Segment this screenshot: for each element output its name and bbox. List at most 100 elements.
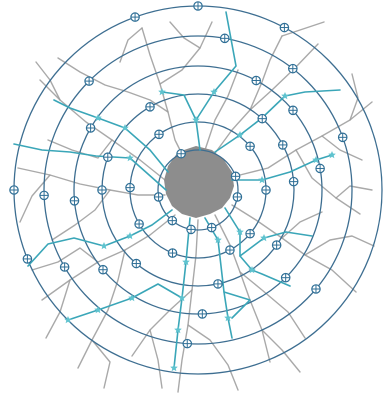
branch — [141, 27, 191, 171]
star-marker — [258, 176, 266, 184]
star-marker — [126, 232, 134, 240]
intersection-markers — [9, 1, 348, 349]
star-marker — [236, 228, 244, 236]
branch — [295, 149, 361, 215]
branch — [321, 135, 363, 161]
branch — [204, 69, 239, 151]
branch — [41, 214, 176, 301]
traced-path — [195, 11, 237, 121]
branch — [187, 324, 239, 391]
star-marker — [121, 124, 129, 132]
star-marker — [312, 156, 320, 164]
circle-cross-marker — [145, 102, 155, 112]
circle-cross-marker — [271, 240, 282, 250]
star-marker — [192, 116, 200, 124]
star-marker — [182, 258, 190, 266]
circle-cross-marker — [59, 262, 70, 272]
branch — [17, 167, 166, 196]
star-marker — [214, 236, 222, 244]
branch — [304, 235, 375, 256]
branch — [159, 21, 213, 85]
ring-1 — [157, 149, 239, 231]
traced-path — [214, 89, 341, 153]
circle-cross-marker — [167, 248, 178, 258]
branch — [169, 21, 201, 49]
star-marker — [178, 294, 186, 302]
circle-cross-marker — [125, 182, 135, 193]
traced-path — [13, 143, 167, 191]
branch — [214, 214, 271, 363]
traced-path — [231, 154, 333, 181]
star-marker — [210, 88, 218, 96]
star-marker — [94, 114, 102, 122]
circle-cross-marker — [288, 176, 299, 187]
circle-cross-marker — [9, 185, 19, 195]
soma-cell-body — [164, 146, 234, 218]
circle-cross-marker — [245, 141, 255, 152]
branch — [231, 204, 357, 293]
circle-cross-marker — [261, 185, 271, 195]
circle-cross-marker — [84, 76, 94, 86]
circle-cross-marker — [219, 33, 230, 44]
star-marker — [158, 88, 166, 96]
branch — [281, 21, 325, 37]
branch — [177, 219, 199, 393]
circle-cross-marker — [193, 1, 203, 11]
circle-cross-marker — [288, 105, 298, 116]
circle-cross-marker — [102, 152, 113, 162]
star-marker — [328, 151, 336, 159]
circle-cross-marker — [167, 215, 178, 226]
circle-cross-marker — [22, 254, 33, 264]
branch — [249, 35, 283, 111]
path-node-markers — [64, 88, 336, 372]
circle-cross-marker — [131, 258, 142, 269]
star-marker — [281, 92, 289, 100]
circle-cross-marker — [315, 163, 325, 174]
traced-path — [223, 291, 251, 319]
star-marker — [64, 316, 72, 324]
star-marker — [248, 266, 256, 274]
circle-cross-marker — [277, 140, 288, 150]
circle-cross-marker — [197, 309, 208, 319]
star-marker — [174, 326, 182, 334]
star-marker — [224, 314, 232, 322]
branch — [149, 329, 163, 389]
branch — [239, 271, 306, 339]
branch — [31, 247, 99, 271]
circle-cross-marker — [85, 123, 96, 133]
branch — [35, 61, 61, 101]
star-marker — [126, 154, 134, 162]
circle-cross-marker — [153, 192, 164, 202]
circle-cross-marker — [206, 222, 217, 233]
circle-cross-marker — [130, 12, 140, 22]
traced-path — [53, 99, 169, 173]
circle-cross-marker — [245, 228, 255, 239]
circle-cross-marker — [186, 224, 196, 235]
circle-cross-marker — [251, 75, 262, 86]
traced-path — [224, 207, 291, 287]
circle-cross-marker — [39, 190, 49, 201]
circle-cross-marker — [280, 272, 291, 283]
branch — [209, 43, 319, 161]
circle-cross-marker — [257, 113, 268, 124]
star-marker — [260, 234, 268, 242]
circle-cross-marker — [288, 63, 298, 74]
circle-cross-marker — [154, 129, 164, 140]
star-marker — [170, 364, 178, 372]
circle-cross-marker — [134, 219, 144, 229]
branch — [47, 139, 113, 159]
star-marker — [128, 294, 136, 302]
branch — [77, 249, 126, 369]
circle-cross-marker — [337, 132, 348, 143]
circle-cross-marker — [225, 245, 235, 255]
branch — [57, 57, 169, 113]
branch — [39, 79, 166, 181]
circle-cross-marker — [182, 338, 193, 349]
ring-5 — [43, 35, 353, 345]
branch — [119, 27, 143, 63]
branch — [261, 329, 301, 373]
traced-path — [204, 217, 233, 339]
star-marker — [100, 242, 108, 250]
